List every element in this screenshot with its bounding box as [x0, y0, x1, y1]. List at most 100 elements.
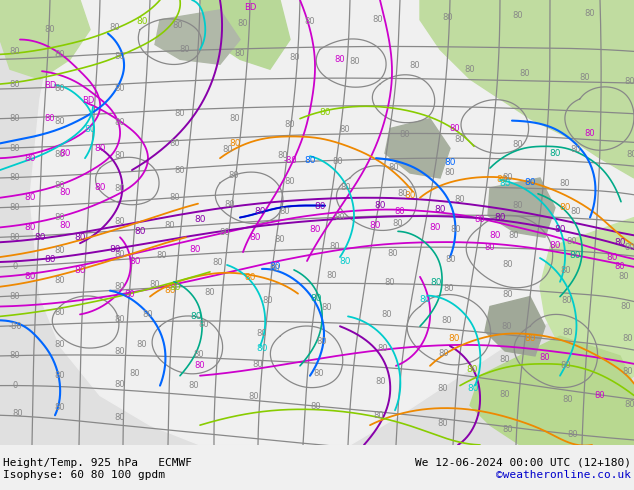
Text: 80: 80	[614, 238, 626, 247]
Text: 80: 80	[269, 263, 281, 271]
Text: 80: 80	[508, 231, 519, 240]
Text: 80: 80	[563, 328, 573, 337]
Text: 80: 80	[585, 9, 595, 18]
Polygon shape	[385, 119, 450, 178]
Text: 80: 80	[257, 329, 268, 338]
Text: 80: 80	[290, 53, 301, 62]
Text: 80: 80	[350, 57, 360, 66]
Text: 80: 80	[24, 193, 36, 202]
Text: 80: 80	[10, 173, 20, 182]
Text: -80: -80	[8, 322, 22, 331]
Text: 80: 80	[55, 213, 65, 222]
Text: 80: 80	[55, 50, 65, 59]
Text: 80: 80	[134, 227, 146, 236]
Text: 80: 80	[378, 343, 388, 352]
Text: 80: 80	[554, 225, 566, 234]
Text: 80: 80	[484, 243, 495, 252]
Polygon shape	[488, 178, 555, 237]
Polygon shape	[0, 0, 90, 79]
Text: 80: 80	[115, 249, 126, 259]
Text: 80: 80	[115, 380, 126, 389]
Text: 80: 80	[619, 272, 630, 281]
Text: 80: 80	[369, 221, 381, 230]
Text: We 12-06-2024 00:00 UTC (12+180): We 12-06-2024 00:00 UTC (12+180)	[415, 458, 631, 467]
Text: 80: 80	[195, 361, 205, 370]
Polygon shape	[30, 0, 634, 445]
Text: 80: 80	[560, 267, 571, 275]
Text: 80: 80	[549, 149, 560, 158]
Text: 80: 80	[285, 177, 295, 186]
Text: 80: 80	[189, 381, 199, 390]
Text: 80: 80	[220, 228, 230, 237]
Text: 80: 80	[437, 418, 448, 428]
Text: 80: 80	[55, 150, 65, 159]
Text: 80: 80	[10, 114, 20, 123]
Text: 80: 80	[223, 145, 233, 154]
Text: 80: 80	[387, 248, 398, 258]
Text: 80: 80	[429, 223, 441, 232]
Text: 80: 80	[198, 320, 209, 329]
Text: 80: 80	[55, 245, 65, 255]
Text: 80: 80	[55, 371, 65, 380]
Text: 80: 80	[571, 207, 581, 216]
Text: 80: 80	[205, 288, 216, 297]
Text: 80: 80	[399, 130, 410, 139]
Text: 80: 80	[624, 400, 634, 409]
Text: 80: 80	[442, 316, 452, 325]
Text: 80: 80	[262, 296, 273, 305]
Text: 80: 80	[164, 286, 176, 295]
Text: 80: 80	[496, 175, 508, 184]
Text: 80: 80	[10, 203, 20, 212]
Text: 80: 80	[256, 343, 268, 352]
Text: 80: 80	[624, 243, 634, 252]
Polygon shape	[485, 296, 545, 356]
Text: 80: 80	[172, 21, 183, 30]
Text: 80: 80	[170, 139, 180, 148]
Text: 80: 80	[321, 303, 332, 312]
Text: 80: 80	[305, 17, 315, 26]
Text: 80: 80	[419, 295, 430, 304]
Text: 80: 80	[489, 231, 501, 240]
Text: 80: 80	[165, 221, 176, 230]
Text: 80: 80	[194, 350, 204, 360]
Text: 80: 80	[311, 402, 321, 411]
Text: 80: 80	[314, 202, 326, 211]
Text: BD: BD	[82, 97, 94, 105]
Text: 80: 80	[330, 242, 340, 251]
Text: ©weatheronline.co.uk: ©weatheronline.co.uk	[496, 470, 631, 480]
Text: 80: 80	[340, 125, 351, 134]
Text: 80: 80	[280, 207, 290, 216]
Text: 80: 80	[230, 114, 240, 123]
Text: 80: 80	[549, 241, 560, 250]
Text: 80: 80	[10, 292, 20, 301]
Text: 80: 80	[455, 135, 465, 144]
Text: 80: 80	[115, 347, 126, 357]
Text: 80: 80	[55, 403, 65, 412]
Text: 80: 80	[253, 360, 263, 369]
Text: 80: 80	[129, 257, 141, 266]
Text: 80: 80	[244, 273, 256, 282]
Text: 80: 80	[434, 205, 446, 214]
Text: 80: 80	[579, 73, 590, 82]
Text: -80: -80	[283, 156, 297, 165]
Text: 80: 80	[623, 334, 633, 343]
Text: 80: 80	[44, 25, 55, 34]
Text: 80: 80	[115, 52, 126, 61]
Text: 80: 80	[374, 201, 385, 210]
Text: 80: 80	[621, 302, 631, 311]
Text: 80: 80	[540, 353, 550, 363]
Text: 80: 80	[130, 369, 140, 378]
Text: 80: 80	[10, 47, 20, 56]
Text: 80: 80	[560, 179, 571, 188]
Text: Height/Temp. 925 hPa   ECMWF: Height/Temp. 925 hPa ECMWF	[3, 458, 192, 467]
Text: 80: 80	[115, 217, 126, 226]
Text: 80: 80	[170, 193, 180, 202]
Text: 80: 80	[450, 124, 460, 133]
Text: 80: 80	[285, 120, 295, 129]
Text: 80: 80	[55, 276, 65, 285]
Text: 80: 80	[395, 207, 405, 216]
Text: 80: 80	[157, 250, 167, 260]
Text: BD: BD	[244, 3, 256, 12]
Text: 80: 80	[249, 392, 259, 401]
Text: 80: 80	[444, 284, 455, 293]
